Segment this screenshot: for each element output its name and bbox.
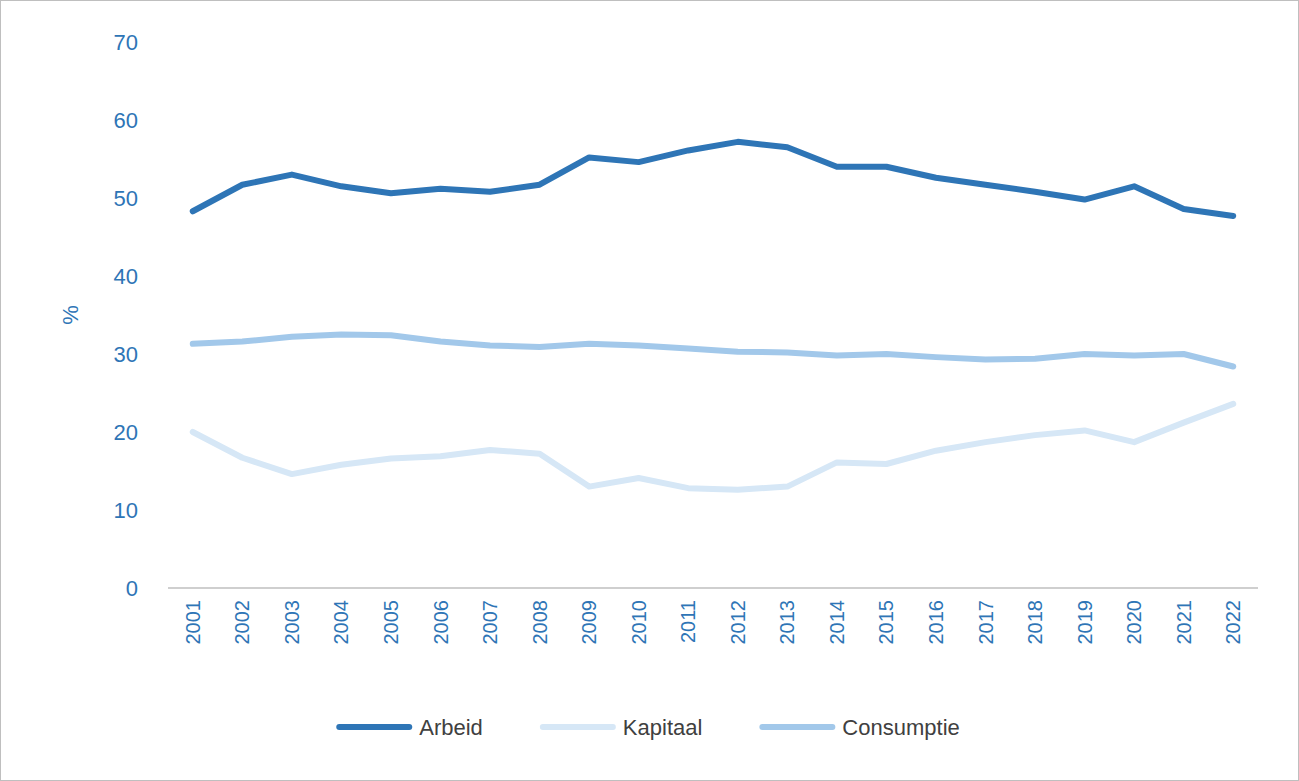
tick-mark — [164, 354, 168, 355]
x-tick-label: 2001 — [182, 600, 204, 645]
y-tick-label: 0 — [126, 576, 138, 601]
tick-mark — [164, 276, 168, 277]
series-line — [193, 335, 1233, 367]
x-tick-label: 2011 — [677, 600, 699, 643]
x-tick-label: 2016 — [925, 600, 947, 645]
tick-mark — [164, 198, 168, 199]
x-tick-label: 2013 — [776, 600, 798, 645]
legend-label: Arbeid — [419, 715, 483, 740]
tick-mark — [164, 510, 168, 511]
x-tick-label: 2014 — [826, 600, 848, 645]
plot-area — [193, 142, 1233, 490]
tick-mark — [164, 42, 168, 43]
tick-mark — [164, 588, 168, 589]
x-tick-label: 2003 — [281, 600, 303, 645]
legend-label: Consumptie — [842, 715, 959, 740]
chart: 0 10 20 30 40 50 60 70% 2001 2002 2003 2004 2005 2006… — [0, 0, 1299, 781]
y-tick-label: 50 — [114, 186, 138, 211]
y-axis-label: % — [58, 305, 83, 325]
legend-swatch — [762, 724, 832, 730]
y-tick-label: 40 — [114, 264, 138, 289]
y-tick-label: 30 — [114, 342, 138, 367]
x-tick-label: 2010 — [628, 600, 650, 645]
x-tick-label: 2008 — [529, 600, 551, 645]
x-tick-label: 2020 — [1123, 600, 1145, 645]
x-tick-label: 2009 — [578, 600, 600, 645]
x-tick-label: 2007 — [479, 600, 501, 645]
x-axis-line — [168, 587, 1258, 589]
legend-label: Kapitaal — [623, 715, 703, 740]
x-tick-label: 2018 — [1024, 600, 1046, 645]
series-line — [193, 404, 1233, 490]
x-tick-label: 2015 — [875, 600, 897, 645]
x-tick-label: 2021 — [1173, 600, 1195, 645]
x-tick-label: 2022 — [1222, 600, 1244, 645]
x-tick-label: 2002 — [231, 600, 253, 645]
x-tick-label: 2012 — [727, 600, 749, 645]
y-tick-label: 20 — [114, 420, 138, 445]
x-tick-label: 2019 — [1074, 600, 1096, 645]
x-tick-label: 2006 — [430, 600, 452, 645]
tick-mark — [164, 120, 168, 121]
x-tick-label: 2017 — [975, 600, 997, 645]
y-tick-label: 70 — [114, 30, 138, 55]
series-line — [193, 142, 1233, 216]
x-tick-label: 2004 — [330, 600, 352, 645]
y-tick-label: 10 — [114, 498, 138, 523]
legend-swatch — [543, 724, 613, 730]
tick-mark — [164, 432, 168, 433]
frame — [1, 1, 1299, 781]
legend-swatch — [339, 724, 409, 730]
x-tick-label: 2005 — [380, 600, 402, 645]
y-tick-label: 60 — [114, 108, 138, 133]
